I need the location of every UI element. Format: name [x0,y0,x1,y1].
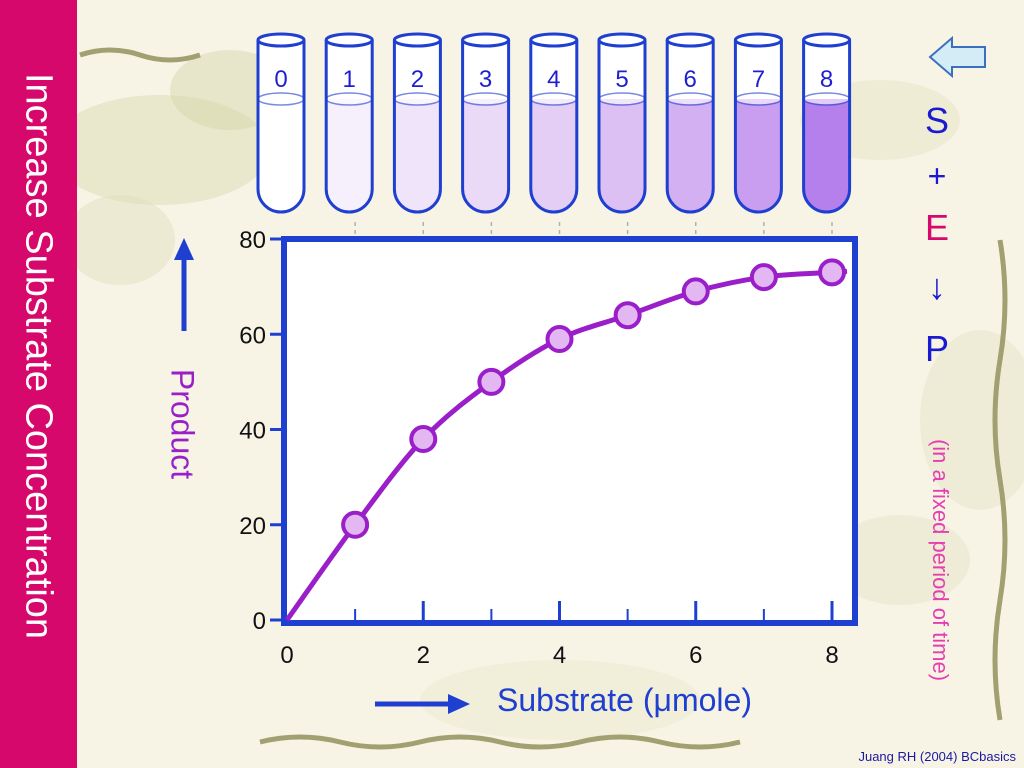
liquid-surface [257,92,305,106]
period-note: (in a fixed period of time) [928,438,953,682]
tube-liquid [394,99,441,212]
data-point [681,277,710,306]
eq-product: P [924,328,949,369]
eq-substrate: S [924,100,949,141]
axis-ticks: 0 20 40 60 80 0 2 4 6 8 [239,227,838,669]
liquid-surface [393,92,442,106]
tube-label: 6 [684,66,697,93]
test-tube: 3 [461,32,511,214]
tube-outline [665,40,715,214]
test-tube: 8 [802,32,852,214]
tube-label: 4 [547,66,560,93]
test-tube: 6 [665,32,715,214]
tube-rim [392,32,442,48]
eq-enzyme: E [924,207,949,248]
test-tube: 7 [733,32,783,214]
data-point [749,263,778,292]
data-point [613,301,642,330]
tube-outline [461,40,511,214]
y-tick-label: 60 [239,322,266,349]
x-tick-label: 6 [689,642,702,669]
test-tube: 1 [324,32,374,214]
x-tick-label: 0 [280,642,293,669]
right-arrow-icon [448,694,470,714]
liquid-surface [530,92,578,106]
tube-label: 0 [274,66,287,93]
tube-outline [392,40,442,214]
tube-label: 7 [752,66,765,93]
x-tick-label: 4 [553,642,566,669]
y-tick-label: 80 [239,227,266,254]
tube-outline [529,40,579,214]
sidebar: Increase Substrate Concentration [0,0,77,768]
test-tube: 2 [392,32,442,214]
up-arrow-icon [174,238,194,260]
tube-label: 1 [343,66,356,93]
tube-outline [597,40,647,214]
x-axis-title: Substrate (μmole) [497,682,752,718]
tube-liquid [735,99,782,212]
liquid-surface [734,92,783,106]
tube-liquid [462,99,509,212]
y-tick-label: 20 [239,513,266,540]
tube-liquid [258,99,304,212]
liquid-surface [802,92,851,106]
eq-down-arrow-icon: ↓ [928,266,946,307]
data-points [341,258,846,539]
data-point [477,367,506,396]
tube-rim [733,32,783,48]
test-tube: 0 [256,32,306,214]
tube-rim [597,32,647,48]
tube-liquid [667,99,714,212]
tube-rim [665,32,715,48]
plot-area [281,236,858,626]
eq-plus: + [927,158,947,194]
tube-liquid [803,99,850,212]
tube-liquid [599,99,645,212]
data-point [545,325,574,354]
data-point [341,510,370,539]
tube-rim [324,32,374,48]
tube-rim [802,32,852,48]
tube-outline [324,40,374,214]
y-axis-title: Product [164,368,201,480]
data-point [409,425,438,454]
tube-outline [256,40,306,214]
test-tube: 5 [597,32,647,214]
liquid-surface [598,92,646,106]
tube-label: 2 [411,66,424,93]
tube-label: 5 [615,66,628,93]
liquid-surface [325,92,373,106]
y-tick-label: 0 [253,608,266,635]
tube-liquid [530,99,577,212]
liquid-surface [461,92,510,106]
data-point [818,258,846,287]
credit: Juang RH (2004) BCbasics [858,749,1016,764]
tube-rim [461,32,511,48]
tube-rim [256,32,306,48]
tube-outline [733,40,783,214]
tube-label: 8 [820,66,833,93]
x-tick-label: 8 [825,642,838,669]
test-tubes: 0 1 2 3 4 5 6 7 8 [256,32,852,214]
test-tube: 4 [529,32,579,214]
left-arrow-icon[interactable] [928,35,986,79]
tube-label: 3 [479,66,492,93]
x-tick-label: 2 [417,642,430,669]
tube-liquid [326,99,373,212]
liquid-surface [666,92,714,106]
y-tick-label: 40 [239,418,266,445]
tube-outline [802,40,852,214]
tube-rim [529,32,579,48]
